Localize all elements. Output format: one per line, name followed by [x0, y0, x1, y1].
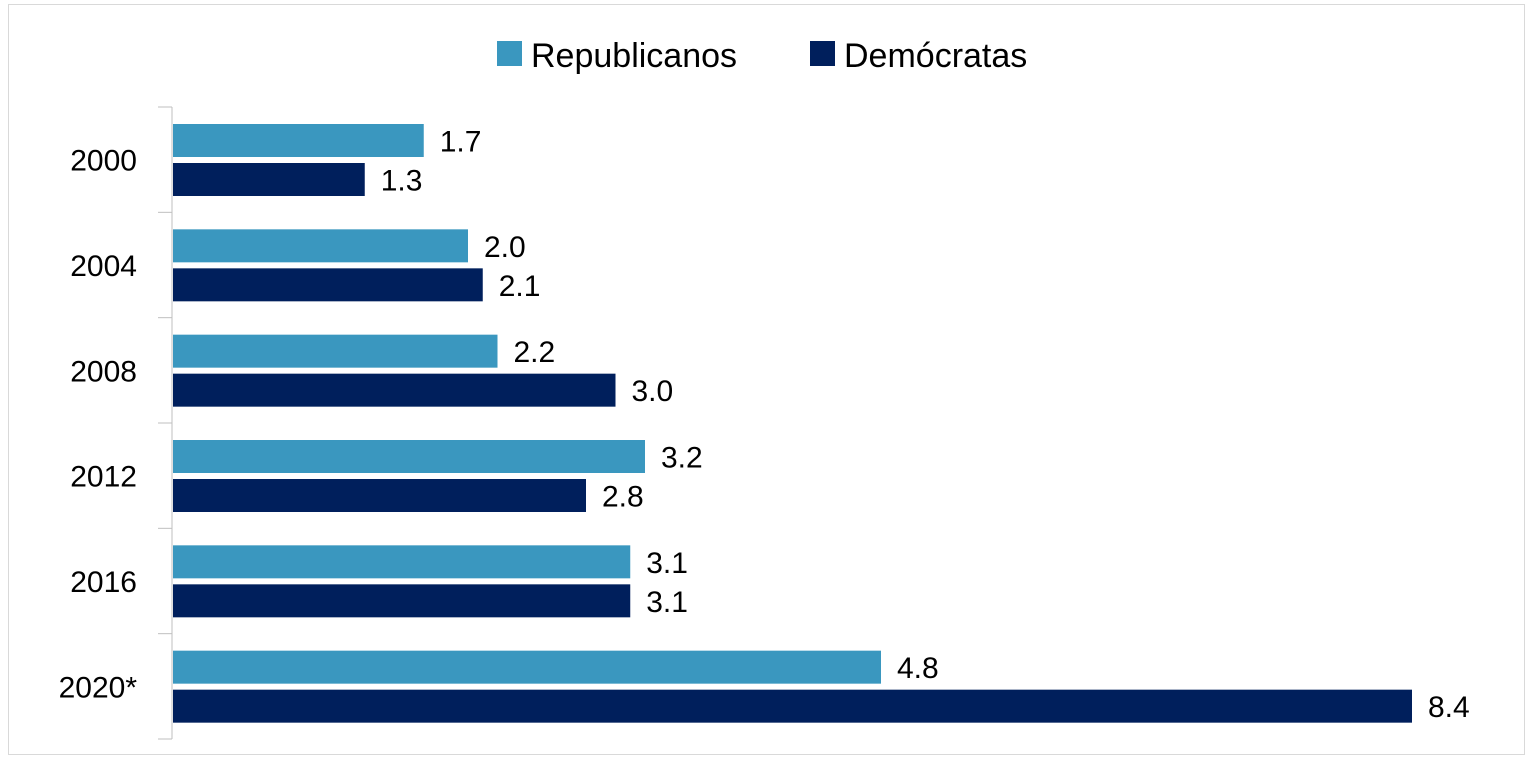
data-label: 8.4	[1428, 691, 1470, 724]
data-label: 2.8	[602, 481, 644, 514]
data-label: 1.3	[381, 165, 423, 198]
bar-republicanos	[173, 545, 631, 579]
data-label: 2.1	[499, 270, 541, 303]
category-label: 2000	[70, 145, 137, 178]
category-axis: 2000 2004 2008 2012 2016 2020*	[59, 106, 173, 740]
bars-group	[173, 124, 1412, 723]
data-label: 2.2	[514, 336, 556, 369]
bar-democratas	[173, 479, 586, 512]
data-label: 3.1	[646, 586, 688, 619]
bar-republicanos	[173, 229, 468, 263]
legend-label: Republicanos	[531, 37, 737, 75]
data-label: 4.8	[897, 652, 939, 685]
bar-republicanos	[173, 650, 881, 684]
data-label: 3.0	[632, 375, 674, 408]
bar-democratas	[173, 268, 483, 302]
data-label: 3.1	[646, 547, 688, 580]
bar-republicanos	[173, 440, 645, 473]
bar-democratas	[173, 163, 365, 196]
bar-republicanos	[173, 124, 424, 157]
legend-swatch	[497, 41, 522, 66]
data-label: 3.2	[661, 442, 703, 475]
category-label: 2020*	[59, 671, 138, 704]
data-label: 2.0	[484, 231, 526, 264]
legend-label: Demócratas	[844, 37, 1027, 75]
category-label: 2012	[70, 461, 137, 494]
bar-democratas	[173, 584, 631, 618]
category-label: 2016	[70, 566, 137, 599]
labels-group: 1.72.02.23.23.14.81.32.13.02.83.18.4	[381, 126, 1470, 725]
bar-democratas	[173, 373, 616, 407]
legend-swatch	[810, 41, 835, 66]
data-label: 1.7	[440, 126, 482, 159]
bar-republicanos	[173, 334, 498, 368]
legend: Republicanos Demócratas	[497, 37, 1027, 75]
category-label: 2004	[70, 250, 137, 283]
bar-democratas	[173, 689, 1412, 723]
category-label: 2008	[70, 355, 137, 388]
